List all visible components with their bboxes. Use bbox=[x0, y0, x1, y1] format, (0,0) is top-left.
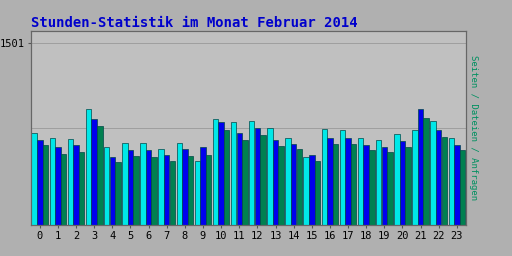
Bar bbox=[327, 138, 333, 225]
Bar bbox=[206, 155, 211, 225]
Bar bbox=[454, 145, 460, 225]
Bar bbox=[431, 121, 436, 225]
Bar bbox=[412, 131, 418, 225]
Bar bbox=[381, 147, 387, 225]
Bar bbox=[92, 120, 97, 225]
Bar bbox=[364, 145, 369, 225]
Bar bbox=[418, 109, 423, 225]
Bar bbox=[213, 120, 218, 225]
Bar bbox=[182, 149, 187, 225]
Bar bbox=[351, 144, 356, 225]
Bar bbox=[358, 138, 364, 225]
Bar bbox=[400, 141, 405, 225]
Bar bbox=[394, 134, 399, 225]
Bar bbox=[127, 150, 133, 225]
Bar bbox=[164, 155, 169, 225]
Bar bbox=[285, 138, 291, 225]
Bar bbox=[273, 140, 278, 225]
Bar bbox=[387, 152, 393, 225]
Bar bbox=[104, 147, 110, 225]
Bar bbox=[110, 157, 115, 225]
Bar bbox=[267, 128, 272, 225]
Text: Stunden-Statistik im Monat Februar 2014: Stunden-Statistik im Monat Februar 2014 bbox=[31, 16, 357, 29]
Bar bbox=[61, 154, 66, 225]
Bar bbox=[345, 138, 351, 225]
Bar bbox=[146, 150, 152, 225]
Bar bbox=[322, 129, 327, 225]
Bar bbox=[237, 133, 242, 225]
Bar bbox=[169, 161, 175, 225]
Bar bbox=[224, 131, 229, 225]
Bar bbox=[200, 147, 206, 225]
Bar bbox=[436, 131, 441, 225]
Bar bbox=[249, 121, 254, 225]
Bar bbox=[195, 161, 200, 225]
Bar bbox=[442, 136, 447, 225]
Bar bbox=[158, 149, 164, 225]
Bar bbox=[304, 157, 309, 225]
Bar bbox=[449, 138, 454, 225]
Bar bbox=[140, 143, 146, 225]
Bar bbox=[296, 149, 302, 225]
Bar bbox=[122, 143, 127, 225]
Bar bbox=[242, 140, 248, 225]
Bar bbox=[254, 128, 260, 225]
Bar bbox=[369, 151, 374, 225]
Bar bbox=[37, 140, 42, 225]
Bar bbox=[423, 118, 429, 225]
Bar bbox=[231, 122, 237, 225]
Bar bbox=[73, 145, 79, 225]
Bar bbox=[79, 152, 84, 225]
Bar bbox=[86, 109, 91, 225]
Bar bbox=[42, 145, 48, 225]
Bar bbox=[279, 146, 284, 225]
Bar bbox=[177, 143, 182, 225]
Bar bbox=[340, 131, 345, 225]
Bar bbox=[152, 157, 157, 225]
Bar bbox=[260, 135, 266, 225]
Bar bbox=[31, 133, 37, 225]
Bar bbox=[219, 122, 224, 225]
Bar bbox=[115, 162, 121, 225]
Bar bbox=[50, 138, 55, 225]
Bar bbox=[291, 144, 296, 225]
Bar bbox=[315, 161, 320, 225]
Bar bbox=[97, 125, 102, 225]
Bar bbox=[133, 156, 139, 225]
Bar bbox=[333, 144, 338, 225]
Bar bbox=[376, 140, 381, 225]
Y-axis label: Seiten / Dateien / Anfragen: Seiten / Dateien / Anfragen bbox=[468, 56, 478, 200]
Bar bbox=[68, 139, 73, 225]
Bar bbox=[406, 147, 411, 225]
Bar bbox=[55, 147, 60, 225]
Bar bbox=[460, 150, 465, 225]
Bar bbox=[309, 155, 314, 225]
Bar bbox=[188, 156, 193, 225]
